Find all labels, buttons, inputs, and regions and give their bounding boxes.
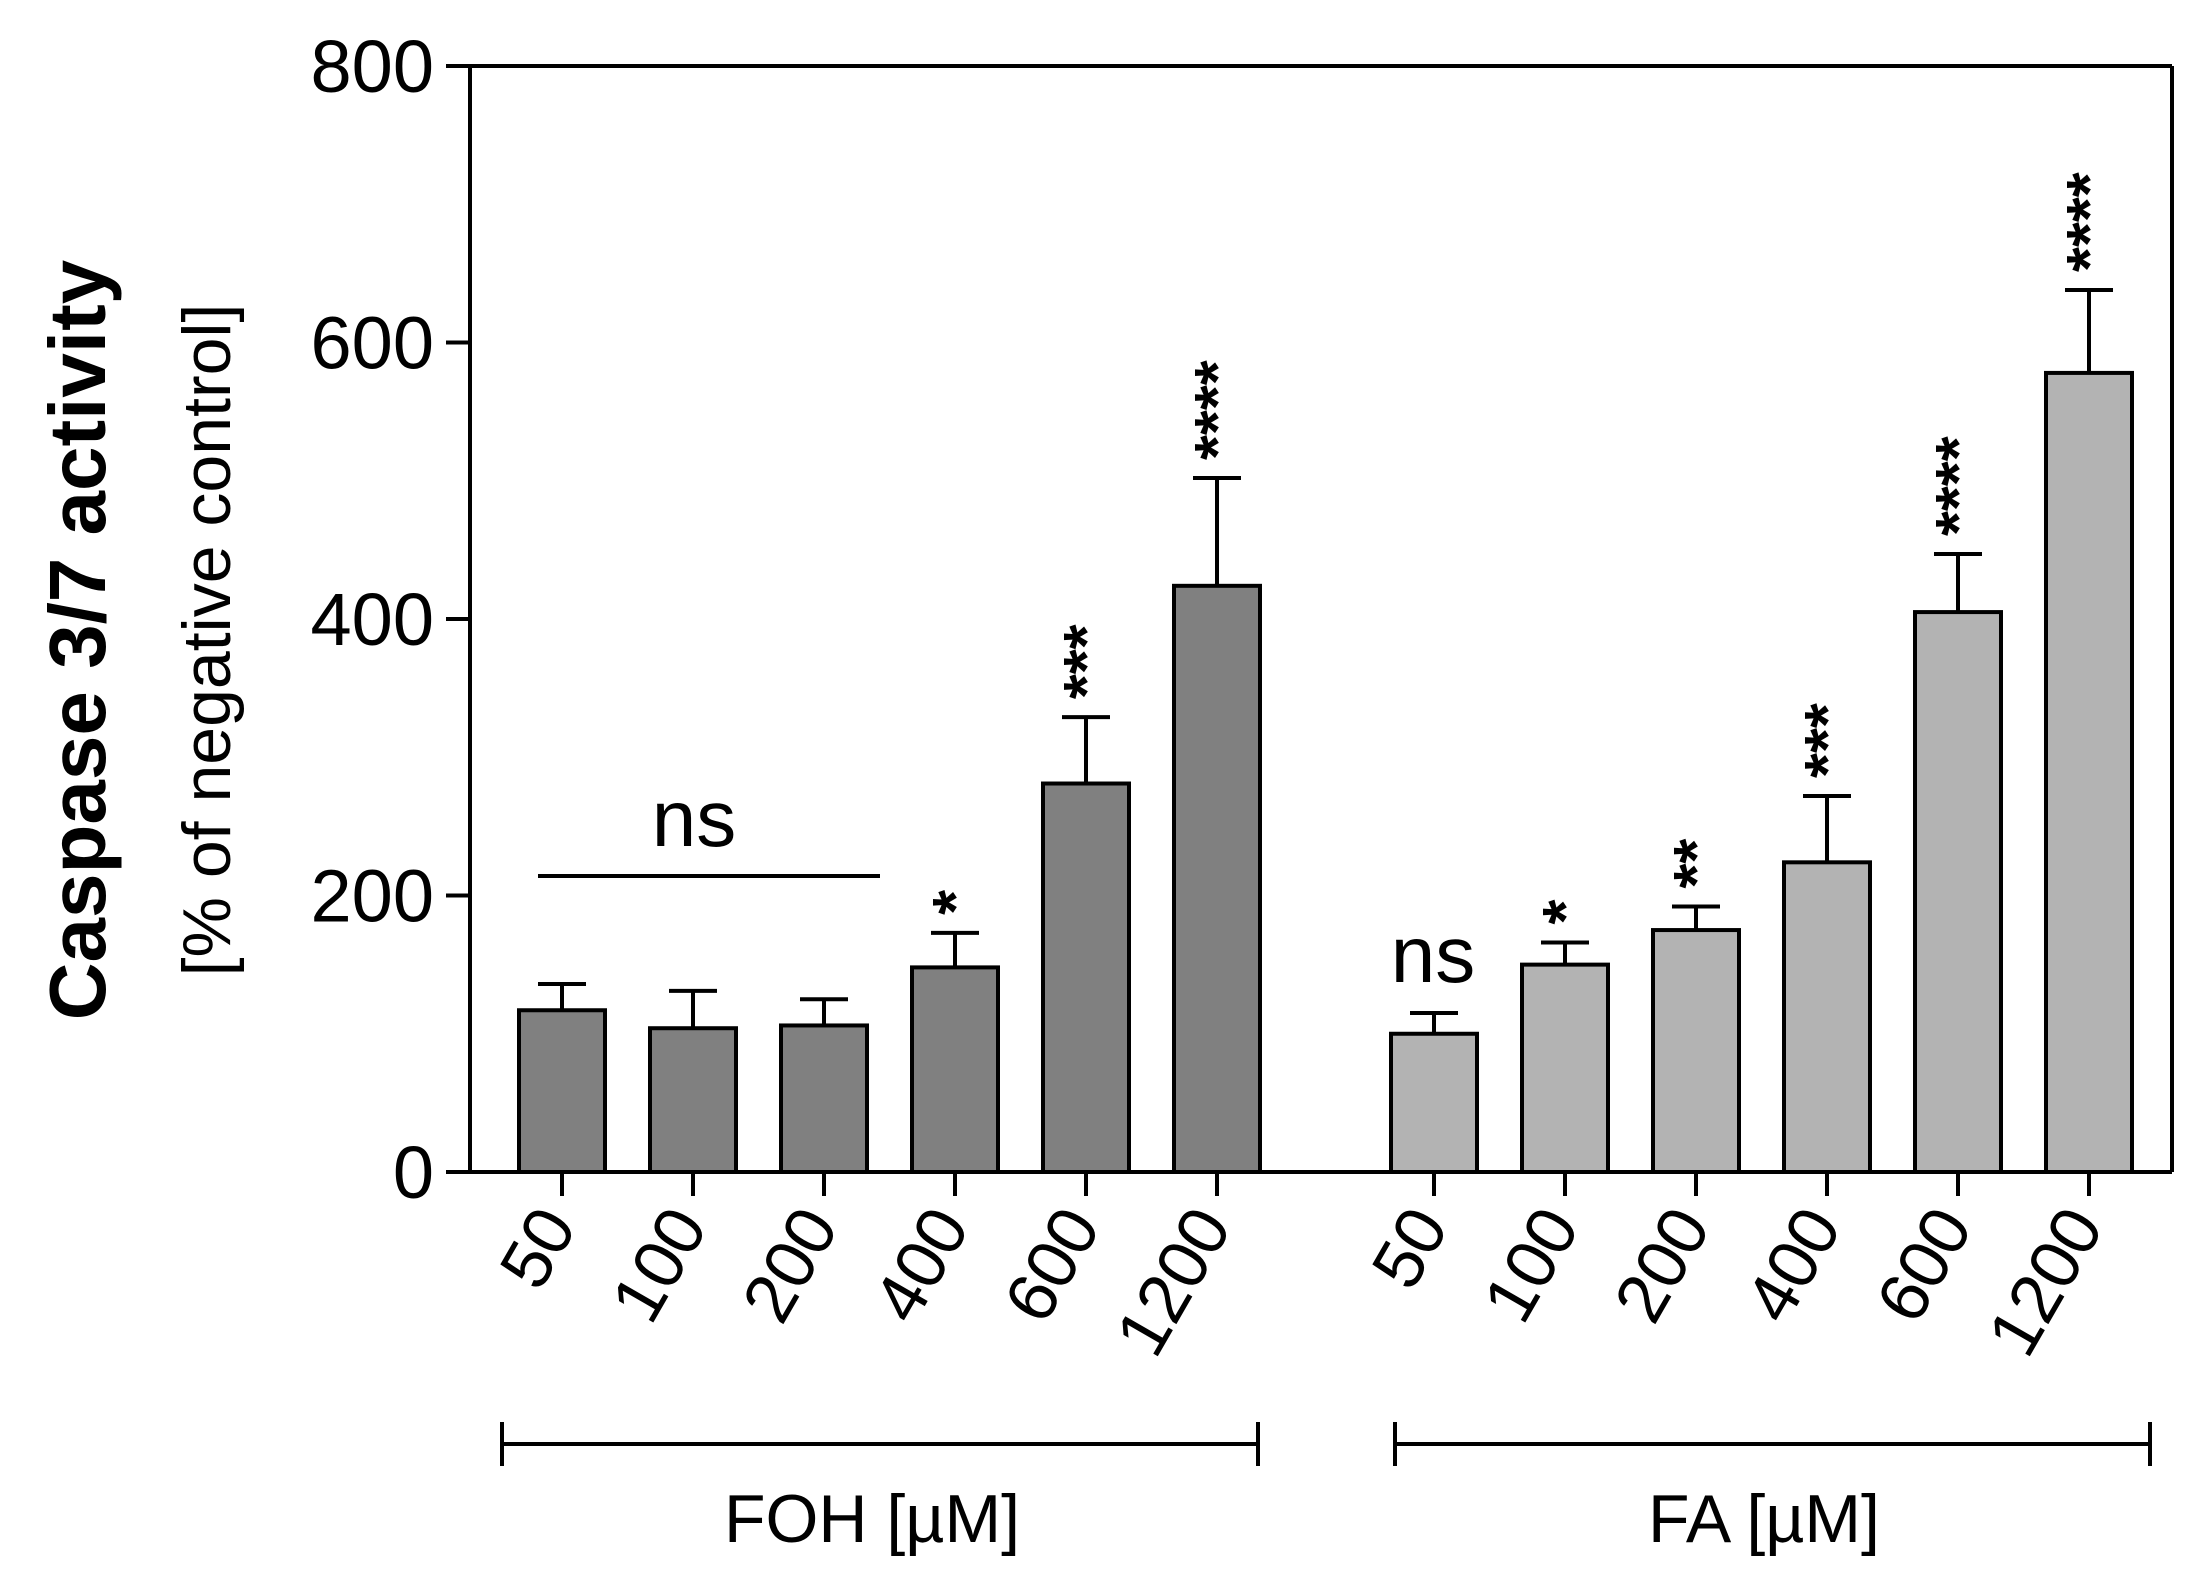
bar-foh-100	[648, 1026, 738, 1174]
significance-foh-600: ***	[1050, 624, 1122, 699]
bar-foh-1200	[1172, 583, 1262, 1174]
y-axis-title-unit: [% of negative control]	[169, 304, 245, 977]
significance-fa-200: **	[1660, 839, 1732, 889]
y-tick-label-200: 200	[311, 855, 434, 938]
x-tick-label-fa-50: 50	[1357, 1195, 1463, 1301]
x-tick-label-fa-200: 200	[1599, 1195, 1725, 1335]
bar-fa-600	[1913, 610, 2003, 1174]
significance-fa-100: *	[1529, 900, 1601, 925]
x-tick-label-foh-50: 50	[485, 1195, 591, 1301]
x-tick-label-fa-1200: 1200	[1973, 1195, 2118, 1369]
significance-foh-400: *	[919, 890, 991, 915]
x-tick-label-foh-600: 600	[989, 1195, 1115, 1335]
fa-group-label: FA [µM]	[1648, 1481, 1880, 1557]
foh-ns-label: ns	[652, 774, 737, 863]
x-tick-label-foh-100: 100	[596, 1195, 722, 1335]
bar-foh-400	[910, 965, 1000, 1175]
foh-ns-annotation: ns	[538, 774, 880, 878]
bar-fa-100	[1520, 962, 1610, 1174]
bar-foh-600	[1041, 781, 1131, 1175]
bar-fa-1200	[2044, 370, 2134, 1175]
y-axis-ticks: 0 200 400 600 800	[311, 25, 470, 1214]
significance-fa-400: ***	[1791, 703, 1863, 778]
foh-group-label: FOH [µM]	[724, 1481, 1020, 1557]
y-axis-title-bold: Caspase 3/7 activity	[33, 259, 122, 1020]
x-tick-label-foh-1200: 1200	[1101, 1195, 1246, 1369]
y-tick-label-600: 600	[311, 302, 434, 385]
x-tick-label-fa-100: 100	[1468, 1195, 1594, 1335]
significance-fa-1200: ****	[2053, 172, 2125, 272]
bar-fa-50	[1389, 1031, 1479, 1174]
x-tick-label-foh-200: 200	[727, 1195, 853, 1335]
x-tick-label-fa-600: 600	[1861, 1195, 1987, 1335]
bar-foh-200	[779, 1023, 869, 1174]
fa-ns-label: ns	[1391, 910, 1476, 999]
group-brackets	[500, 1422, 2152, 1466]
y-tick-label-400: 400	[311, 578, 434, 661]
x-tick-label-fa-400: 400	[1730, 1195, 1856, 1335]
significance-foh-1200: ****	[1181, 360, 1253, 460]
significance-fa-600: ****	[1922, 436, 1994, 536]
y-axis-title: Caspase 3/7 activity [% of negative cont…	[33, 259, 245, 1020]
bar-fa-200	[1651, 928, 1741, 1174]
bar-fa-400	[1782, 860, 1872, 1174]
y-tick-label-800: 800	[311, 25, 434, 108]
x-tick-label-foh-400: 400	[858, 1195, 984, 1335]
bars-layer: 50 100 200 400*600***1200****50 100*200**400…	[485, 172, 2134, 1369]
y-tick-label-0: 0	[393, 1131, 434, 1214]
bar-foh-50	[517, 1008, 607, 1174]
